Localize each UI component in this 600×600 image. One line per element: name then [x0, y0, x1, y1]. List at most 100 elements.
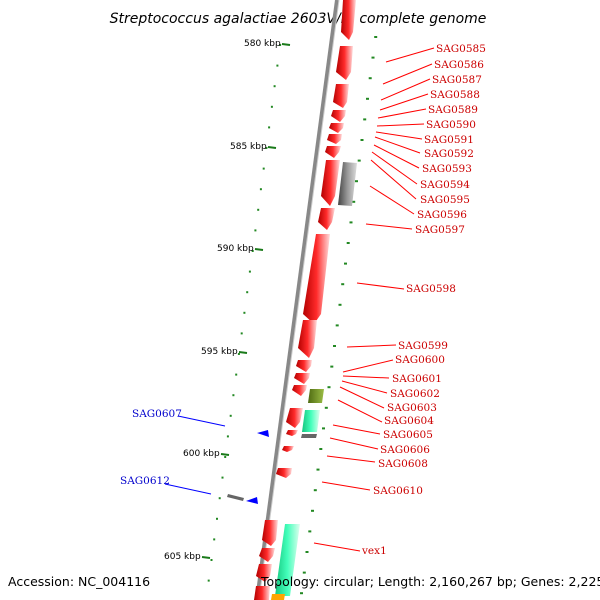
feature-gray-small[interactable]	[301, 434, 317, 438]
gene-sag0597-arrow[interactable]	[294, 373, 310, 384]
label-sag0612[interactable]: SAG0612	[120, 475, 170, 487]
label-sag0600[interactable]: SAG0600	[395, 354, 445, 366]
label-sag0604[interactable]: SAG0604	[384, 415, 434, 427]
scale-dot	[237, 353, 240, 355]
scale-dot	[305, 551, 309, 553]
gene-sag0604-arrow[interactable]	[259, 548, 275, 562]
label-sag0603[interactable]: SAG0603	[387, 402, 437, 414]
feature-olive-block[interactable]	[308, 389, 324, 403]
label-sag0585[interactable]: SAG0585	[436, 43, 486, 55]
scale-dot	[246, 291, 249, 294]
gene-sag0591-arrow[interactable]	[325, 146, 341, 158]
gene-sag0612-arrow[interactable]	[246, 497, 258, 504]
tick-label-585: 585 kbp	[230, 142, 267, 152]
label-sag0590[interactable]: SAG0590	[426, 119, 476, 131]
gene-labels-right: SAG0585 SAG0586 SAG0587 SAG0588 SAG0589 …	[313, 43, 486, 557]
label-vex1[interactable]: vex1	[361, 545, 387, 557]
label-sag0587[interactable]: SAG0587	[432, 74, 482, 86]
scale-dot	[308, 530, 312, 533]
label-sag0602[interactable]: SAG0602	[390, 388, 440, 400]
feature-olive-small[interactable]	[271, 594, 285, 600]
scale-dot	[232, 394, 235, 397]
scale-dot	[327, 386, 331, 389]
label-sag0597[interactable]: SAG0597	[415, 224, 465, 236]
feature-gray-block[interactable]	[338, 162, 357, 206]
gene-sag0595-arrow[interactable]	[298, 320, 317, 358]
scale-dot	[229, 414, 232, 417]
gene-sag0587-arrow[interactable]	[333, 84, 349, 108]
scale-dot	[346, 242, 350, 244]
scale-dot	[360, 139, 364, 141]
gene-sag0594-arrow[interactable]	[303, 234, 330, 324]
label-sag0592[interactable]: SAG0592	[424, 148, 474, 160]
label-sag0588[interactable]: SAG0588	[430, 89, 480, 101]
gene-sag0605-arrow[interactable]	[256, 564, 272, 582]
gene-sag0600-arrow[interactable]	[286, 430, 298, 436]
scale-dot	[374, 36, 378, 38]
scale-dot	[262, 167, 265, 170]
label-sag0595[interactable]: SAG0595	[420, 194, 470, 206]
feature-gray-left[interactable]	[227, 494, 244, 501]
gene-sag0586-arrow[interactable]	[336, 46, 353, 80]
scale-dot	[322, 427, 325, 430]
label-sag0589[interactable]: SAG0589	[428, 104, 478, 116]
gene-sag0599-arrow[interactable]	[286, 408, 303, 428]
tick-mark-605	[201, 556, 211, 559]
label-sag0610[interactable]: SAG0610	[373, 485, 423, 497]
gene-sag0589-arrow[interactable]	[329, 123, 344, 133]
gene-sag0607-arrow[interactable]	[257, 430, 269, 437]
map-title: Streptococcus agalactiae 2603V/R, comple…	[110, 11, 487, 27]
scale-dot	[324, 406, 328, 409]
scale-dot	[311, 509, 314, 512]
label-sag0598[interactable]: SAG0598	[406, 283, 456, 295]
label-sag0606[interactable]: SAG0606	[380, 444, 430, 456]
scale-dot	[349, 221, 353, 224]
scale-dot	[240, 332, 243, 335]
label-sag0608[interactable]: SAG0608	[378, 458, 428, 470]
scale-dot	[248, 270, 251, 273]
gene-sag0602-arrow[interactable]	[276, 468, 292, 478]
gene-sag0596-arrow[interactable]	[296, 360, 312, 372]
scale-dot	[316, 468, 320, 471]
label-sag0591[interactable]: SAG0591	[424, 134, 474, 146]
gene-sag0598-arrow[interactable]	[292, 385, 307, 396]
label-sag0586[interactable]: SAG0586	[434, 59, 484, 71]
tick-mark-580	[281, 43, 291, 46]
label-sag0599[interactable]: SAG0599	[398, 340, 448, 352]
gene-sag0606-arrow[interactable]	[254, 586, 270, 600]
scale-dot	[268, 126, 271, 129]
accession-text: Accession: NC_004116	[8, 574, 150, 589]
feature-teal-long[interactable]	[275, 524, 300, 596]
scale-dot	[216, 517, 218, 520]
label-sag0593[interactable]: SAG0593	[422, 163, 472, 175]
scale-dot	[254, 229, 257, 232]
label-sag0594[interactable]: SAG0594	[420, 179, 470, 191]
label-sag0607[interactable]: SAG0607	[132, 408, 182, 420]
tick-mark-595	[238, 351, 248, 354]
label-sag0596[interactable]: SAG0596	[417, 209, 467, 221]
gene-sag0590-arrow[interactable]	[327, 134, 342, 144]
scale-track-left	[207, 44, 282, 582]
gene-sag0593-arrow[interactable]	[318, 208, 335, 230]
scale-dot	[243, 311, 246, 314]
label-sag0601[interactable]: SAG0601	[392, 373, 442, 385]
scale-labels: 580 kbp 585 kbp 590 kbp 595 kbp 600 kbp …	[164, 39, 291, 562]
scale-dot	[226, 435, 229, 438]
label-sag0605[interactable]: SAG0605	[383, 429, 433, 441]
feature-teal-block[interactable]	[302, 410, 320, 432]
gene-sag0585-arrow[interactable]	[341, 0, 356, 40]
scale-dot	[302, 571, 306, 574]
tick-mark-585	[267, 146, 277, 149]
genome-backbone	[255, 0, 340, 600]
gene-sag0592-arrow[interactable]	[321, 160, 340, 206]
scale-dot	[368, 77, 372, 80]
gene-sag0588-arrow[interactable]	[331, 110, 346, 122]
scale-dot	[355, 180, 358, 183]
scale-dot	[270, 105, 273, 108]
scale-dot	[265, 147, 268, 149]
scale-dot	[257, 208, 260, 211]
gene-sag0603-arrow[interactable]	[262, 520, 278, 546]
scale-dot	[300, 592, 303, 595]
other-features	[227, 162, 357, 600]
gene-sag0601-arrow[interactable]	[282, 446, 294, 452]
